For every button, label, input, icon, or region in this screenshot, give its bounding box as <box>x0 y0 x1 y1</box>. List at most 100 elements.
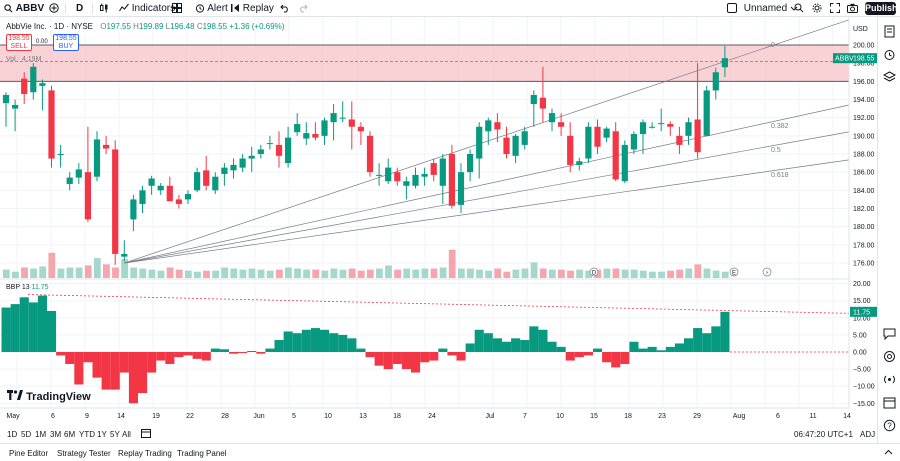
undo-button[interactable] <box>280 1 290 16</box>
time-label: Jul <box>486 413 495 420</box>
volume-bar <box>649 271 656 278</box>
candle-body <box>239 158 246 168</box>
bbp-bar <box>265 348 275 352</box>
layers-icon[interactable] <box>883 71 896 84</box>
range-1y[interactable]: 1Y <box>97 430 107 439</box>
fan-line-382 <box>124 104 850 264</box>
interval-button[interactable]: D <box>76 3 84 14</box>
volume-bar <box>494 268 502 278</box>
indicators-button[interactable]: Indicators <box>119 1 175 16</box>
snapshot-button[interactable] <box>847 1 858 16</box>
range-5d[interactable]: 5D <box>21 430 32 439</box>
alert-button[interactable]: Alert <box>195 1 228 16</box>
adjust-toggle[interactable]: ADJ <box>860 430 876 439</box>
candle-body <box>567 135 574 165</box>
candle-body <box>84 172 91 220</box>
legend-open-key: O <box>100 22 107 31</box>
time-axis-labels[interactable]: May 6 9 14 19 22 28 Jun 5 10 13 18 24 Jul 7 10 15 18 23 29 A… <box>6 413 851 420</box>
event-marker-dividend[interactable]: D <box>589 267 599 277</box>
candle-body <box>93 139 101 177</box>
bbp-bar <box>128 352 138 404</box>
templates-button[interactable] <box>172 1 182 16</box>
time-label: 10 <box>556 413 564 420</box>
bbp-bar <box>47 310 57 352</box>
price-tick: 184.00 <box>853 188 875 195</box>
volume-bar <box>585 270 593 278</box>
goto-date-button[interactable] <box>141 428 151 440</box>
quick-search-button[interactable] <box>794 1 804 16</box>
range-1d[interactable]: 1D <box>7 430 18 439</box>
time-label: 22 <box>186 413 194 420</box>
event-marker-earnings[interactable]: E <box>729 267 739 277</box>
chart-canvas[interactable]: 0.382 0.5 0.618 0 USD 200.00 198.00 196.00… <box>0 17 877 426</box>
help-icon[interactable]: ? <box>883 419 896 432</box>
bbp-histogram <box>1 295 730 404</box>
streams-icon[interactable] <box>883 373 896 386</box>
price-tick: 178.00 <box>853 242 875 249</box>
volume-bar <box>212 270 219 278</box>
tab-trading-panel[interactable]: Trading Panel <box>177 449 227 458</box>
tradingview-logo: TradingView <box>7 390 91 403</box>
candle-body <box>685 122 692 136</box>
watchlist-icon[interactable] <box>883 25 896 38</box>
settings-button[interactable] <box>812 1 822 16</box>
replay-button[interactable]: Replay <box>230 1 274 16</box>
range-6m[interactable]: 6M <box>64 430 76 439</box>
redo-button[interactable] <box>298 1 308 16</box>
volume-bar <box>39 266 47 278</box>
candle-body <box>649 126 656 128</box>
volume-bar <box>621 269 629 278</box>
range-ytd[interactable]: YTD <box>79 430 95 439</box>
toolbar-divider <box>92 3 93 14</box>
volume-bar <box>348 268 356 278</box>
layout-menu-button[interactable]: Unnamed <box>727 1 798 16</box>
fullscreen-button[interactable] <box>830 1 840 16</box>
legend-change: +1.36 (+0.69%) <box>229 22 285 31</box>
tab-pine-editor[interactable]: Pine Editor <box>9 449 49 458</box>
buy-button[interactable]: 198.55 BUY <box>53 34 79 51</box>
candle-body <box>467 153 474 173</box>
tradingview-logo-text: TradingView <box>26 391 91 403</box>
volume-bar <box>230 268 238 278</box>
price-tick: 186.00 <box>853 170 875 177</box>
sell-price: 198.55 <box>8 35 30 42</box>
calendar-icon[interactable] <box>883 396 896 409</box>
bbp-bar <box>138 352 148 394</box>
range-3m[interactable]: 3M <box>50 430 62 439</box>
alarm-clock-icon[interactable] <box>883 48 896 61</box>
event-marker-split[interactable]: ⚡ <box>762 267 772 277</box>
bbp-bar <box>283 331 293 352</box>
price-tick: 198.00 <box>853 61 875 68</box>
ideas-icon[interactable] <box>883 350 896 363</box>
candle-body <box>512 135 519 156</box>
candle-body <box>594 126 601 147</box>
fan-line-0 <box>124 19 850 264</box>
bbp-bar <box>684 338 694 352</box>
price-tick: 192.00 <box>853 115 875 122</box>
chat-icon[interactable] <box>883 327 896 340</box>
compare-button[interactable] <box>49 1 59 16</box>
collapse-panel-button[interactable] <box>884 448 893 459</box>
range-1m[interactable]: 1M <box>35 430 47 439</box>
candle-body <box>230 164 237 171</box>
chart-type-button[interactable] <box>99 1 109 16</box>
osc-tick: −5.00 <box>853 367 871 374</box>
bbp-bar <box>511 338 521 352</box>
price-axis-ticks[interactable]: 200.00 198.00 196.00 194.00 192.00 190.00 188.… <box>853 43 875 268</box>
indicators-label: Indicators <box>131 3 176 14</box>
fan-line-618 <box>124 159 850 264</box>
publish-button[interactable]: Publish <box>865 2 898 15</box>
price-tick: 200.00 <box>853 43 875 50</box>
time-label: 7 <box>523 413 527 420</box>
symbol-search-button[interactable]: ABBV <box>4 1 44 16</box>
undo-icon <box>280 5 288 13</box>
tab-strategy-tester[interactable]: Strategy Tester <box>57 449 111 458</box>
range-5y[interactable]: 5Y <box>110 430 120 439</box>
volume-bar <box>166 267 174 278</box>
tab-replay-trading[interactable]: Replay Trading <box>118 449 172 458</box>
clock-label[interactable]: 06:47:20 UTC+1 <box>794 430 853 439</box>
bbp-bar <box>92 352 102 378</box>
range-all[interactable]: All <box>122 430 131 439</box>
sell-button[interactable]: 198.55 SELL <box>6 34 32 51</box>
osc-axis-ticks[interactable]: 20.00 15.00 10.00 5.00 0.00 −5.00 −10.00 −15.00 <box>853 281 875 408</box>
